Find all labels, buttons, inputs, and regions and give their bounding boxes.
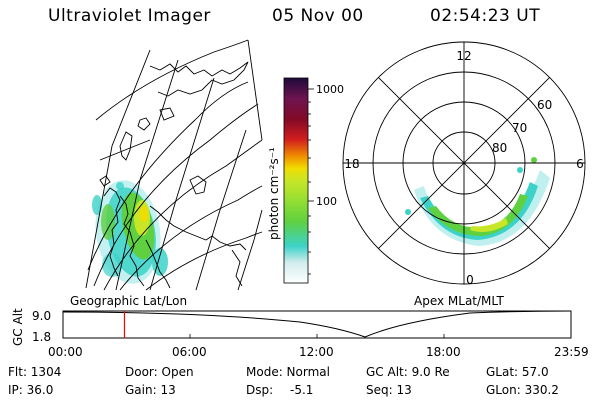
lat-label-60: 60 xyxy=(537,98,552,112)
time-tick-1800: 18:00 xyxy=(426,345,461,359)
time-tick-2359: 23:59 xyxy=(554,345,589,359)
altitude-time-ticks xyxy=(62,334,572,338)
geo-aurora-emission xyxy=(92,180,168,284)
status-glon: GLon: 330.2 xyxy=(486,383,559,397)
apex-panel-label: Apex MLat/MLT xyxy=(414,294,504,308)
status-door: Door: Open xyxy=(125,365,194,379)
status-dsp-value: -5.1 xyxy=(290,383,314,397)
colorbar-tick-1000: 1000 xyxy=(316,83,344,96)
status-mode: Mode: Normal xyxy=(246,365,330,379)
colorbar-tick-marks xyxy=(308,88,314,275)
colorbar-tick-100: 100 xyxy=(316,195,337,208)
time-tick-0000: 00:00 xyxy=(48,345,83,359)
altitude-tick-1-8: 1.8 xyxy=(32,330,51,344)
status-gc-alt: GC Alt: 9.0 Re xyxy=(366,365,450,379)
mlt-label-12: 12 xyxy=(456,49,471,63)
altitude-axis-label: GC Alt xyxy=(11,308,25,346)
status-ip: IP: 36.0 xyxy=(8,383,54,397)
colorbar: 1000 100 photon cm⁻²s⁻¹ xyxy=(267,77,344,284)
lat-label-80: 80 xyxy=(492,141,507,155)
altitude-tick-9: 9.0 xyxy=(32,309,51,323)
status-seq: Seq: 13 xyxy=(366,383,412,397)
polar-aurora-oval xyxy=(405,157,550,246)
polar-mlt-spokes xyxy=(343,42,585,284)
image-date: 05 Nov 00 xyxy=(272,6,364,26)
geographic-panel-label: Geographic Lat/Lon xyxy=(70,294,188,308)
status-dsp-label: Dsp: xyxy=(246,383,274,397)
status-gain: Gain: 13 xyxy=(125,383,176,397)
altitude-strip: GC Alt 9.0 1.8 xyxy=(11,308,572,346)
status-flight: Flt: 1304 xyxy=(8,365,62,379)
mlt-label-0: 0 xyxy=(466,273,474,287)
imager-title: Ultraviolet Imager xyxy=(48,6,211,26)
geographic-map xyxy=(85,39,263,291)
status-glat: GLat: 57.0 xyxy=(486,365,549,379)
polar-plot: 12 18 6 0 60 70 80 xyxy=(342,41,586,287)
lat-label-70: 70 xyxy=(512,121,527,135)
geo-longitude-lines xyxy=(85,39,263,291)
altitude-curve xyxy=(62,310,572,338)
geo-coastline xyxy=(99,61,249,289)
mlt-label-18: 18 xyxy=(344,157,359,171)
time-tick-1200: 12:00 xyxy=(299,345,334,359)
image-time: 02:54:23 UT xyxy=(430,6,541,26)
colorbar-unit-label: photon cm⁻²s⁻¹ xyxy=(267,147,281,240)
mlt-label-6: 6 xyxy=(576,157,584,171)
time-tick-0600: 06:00 xyxy=(172,345,207,359)
